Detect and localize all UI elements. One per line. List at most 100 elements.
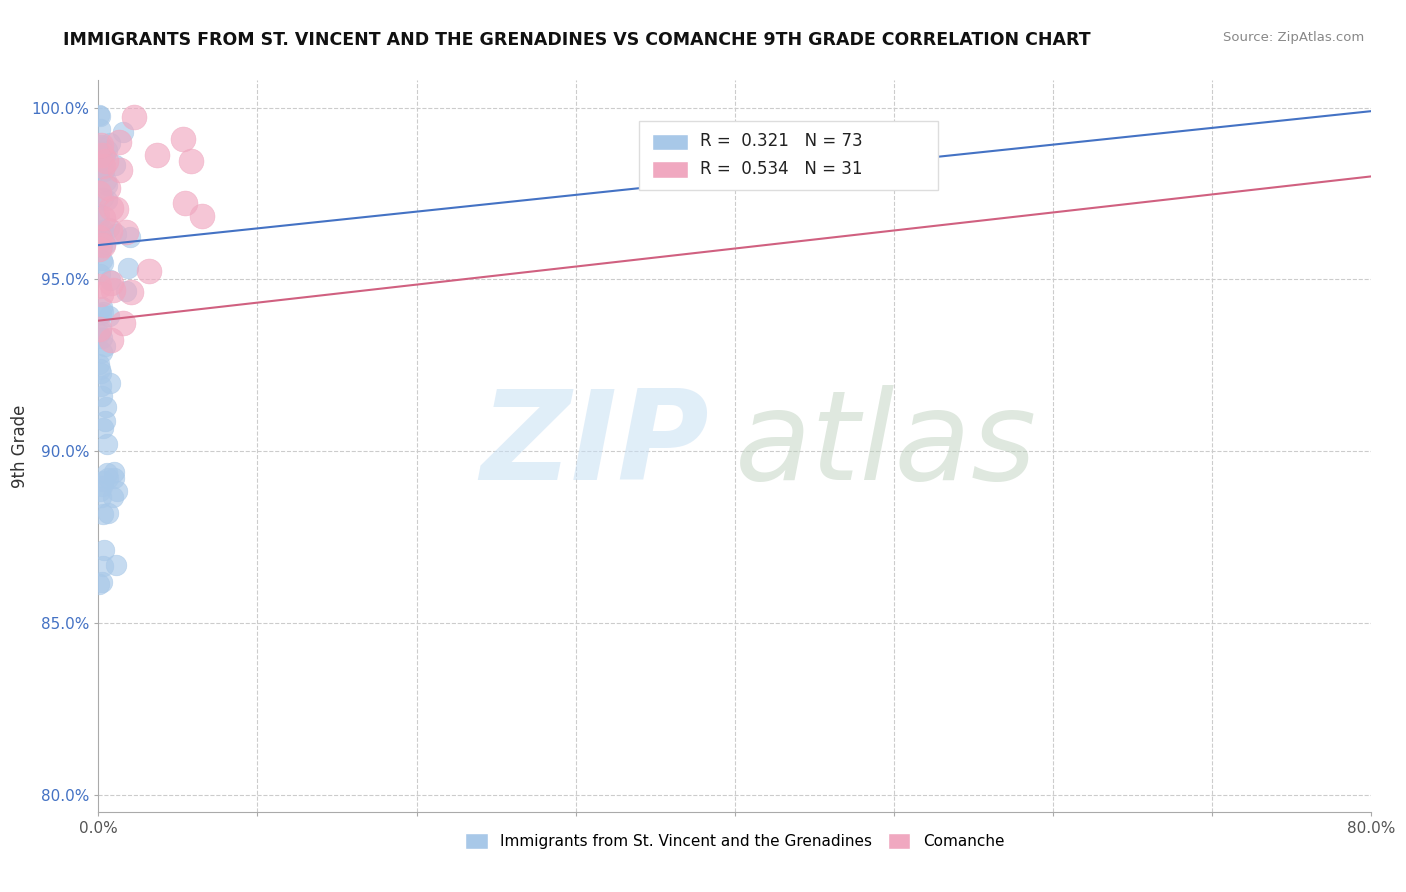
Point xyxy=(90,161,112,175)
Point xyxy=(93,238,115,252)
Point xyxy=(145,148,167,162)
FancyBboxPatch shape xyxy=(640,120,938,190)
Point xyxy=(91,475,114,489)
Point xyxy=(89,149,111,163)
Point xyxy=(104,158,127,172)
Point xyxy=(98,136,121,151)
Point xyxy=(96,193,118,207)
Point xyxy=(100,333,122,347)
Point xyxy=(89,109,111,123)
Text: IMMIGRANTS FROM ST. VINCENT AND THE GRENADINES VS COMANCHE 9TH GRADE CORRELATION: IMMIGRANTS FROM ST. VINCENT AND THE GREN… xyxy=(63,31,1091,49)
Point xyxy=(117,260,139,275)
Legend: Immigrants from St. Vincent and the Grenadines, Comanche: Immigrants from St. Vincent and the Gren… xyxy=(457,825,1012,856)
Point xyxy=(94,174,117,188)
Point xyxy=(90,227,112,242)
Point xyxy=(94,237,117,252)
Y-axis label: 9th Grade: 9th Grade xyxy=(11,404,30,488)
Point xyxy=(96,154,118,169)
Point xyxy=(96,178,118,193)
Point xyxy=(93,542,115,557)
Point xyxy=(94,400,117,414)
Point xyxy=(97,470,120,484)
Point xyxy=(97,181,120,195)
FancyBboxPatch shape xyxy=(652,134,688,150)
Point xyxy=(90,307,112,321)
Point xyxy=(91,159,114,173)
Point xyxy=(91,223,114,237)
Point xyxy=(93,414,115,428)
Point xyxy=(98,273,121,287)
Point xyxy=(87,357,110,371)
Text: R =  0.534   N = 31: R = 0.534 N = 31 xyxy=(700,160,863,178)
Point xyxy=(138,264,160,278)
Point xyxy=(90,378,112,392)
Text: ZIP: ZIP xyxy=(481,385,709,507)
Point xyxy=(90,287,112,301)
Point xyxy=(93,163,115,178)
Point xyxy=(97,221,120,235)
Point xyxy=(112,316,135,330)
Point xyxy=(87,227,110,241)
Point xyxy=(122,110,145,124)
Point xyxy=(103,283,125,297)
Point xyxy=(90,147,112,161)
Point xyxy=(91,153,114,167)
Point xyxy=(89,145,111,159)
Point xyxy=(87,327,110,342)
Point xyxy=(89,483,111,498)
Point xyxy=(89,211,111,226)
Point xyxy=(91,144,114,158)
Point xyxy=(91,331,114,345)
FancyBboxPatch shape xyxy=(652,161,688,178)
Text: atlas: atlas xyxy=(734,385,1036,507)
Point xyxy=(98,376,121,390)
Point xyxy=(90,345,112,359)
Point xyxy=(90,366,112,380)
Point xyxy=(91,389,114,403)
Point xyxy=(91,191,114,205)
Point xyxy=(100,277,122,291)
Point xyxy=(91,211,114,225)
Point xyxy=(96,466,118,480)
Point xyxy=(89,140,111,154)
Point xyxy=(111,125,134,139)
Point xyxy=(87,186,110,201)
Point xyxy=(105,202,128,216)
Point xyxy=(89,121,111,136)
Point xyxy=(91,575,114,590)
Point xyxy=(103,490,125,504)
Point xyxy=(91,300,114,314)
Point xyxy=(180,153,202,168)
Point xyxy=(91,558,114,573)
Point xyxy=(91,507,114,521)
Point xyxy=(90,252,112,267)
Point xyxy=(108,163,131,178)
Point xyxy=(115,225,138,239)
Point xyxy=(105,558,128,573)
Point xyxy=(98,310,121,324)
Point xyxy=(87,229,110,244)
Point xyxy=(96,437,118,451)
Point xyxy=(100,201,122,215)
Point xyxy=(87,108,110,122)
Point xyxy=(172,132,194,146)
Point xyxy=(87,242,110,256)
Point xyxy=(90,138,112,153)
Point xyxy=(107,135,129,149)
Point xyxy=(89,267,111,281)
Point xyxy=(96,143,118,157)
Point xyxy=(120,285,142,300)
Point xyxy=(105,227,128,241)
Point xyxy=(87,207,110,221)
Point xyxy=(90,324,112,338)
Point xyxy=(120,230,142,244)
Point xyxy=(91,256,114,270)
Point xyxy=(107,483,129,498)
Point xyxy=(191,209,214,223)
Point xyxy=(90,138,112,153)
Point xyxy=(174,196,197,211)
Point xyxy=(91,238,114,252)
Text: Source: ZipAtlas.com: Source: ZipAtlas.com xyxy=(1223,31,1364,45)
Point xyxy=(103,470,125,484)
Point xyxy=(87,322,110,336)
